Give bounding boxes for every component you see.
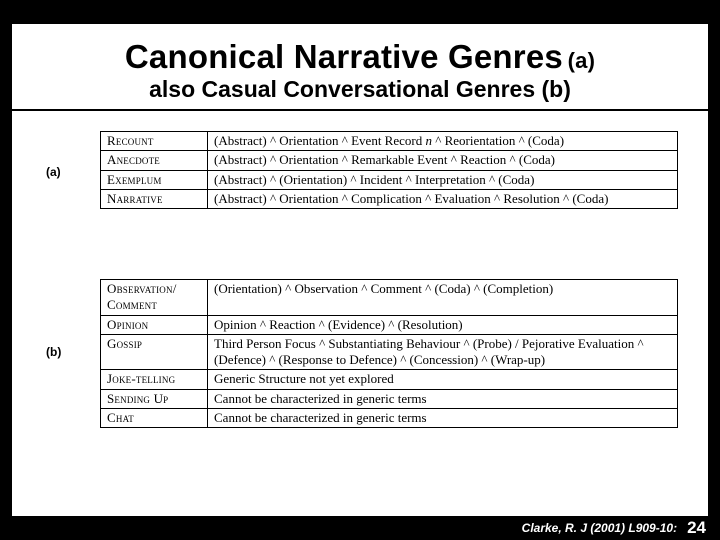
- genre-structure: (Abstract) ^ Orientation ^ Complication …: [208, 189, 678, 208]
- table-row: ChatCannot be characterized in generic t…: [101, 408, 678, 427]
- table-a: Recount(Abstract) ^ Orientation ^ Event …: [100, 131, 678, 209]
- table-b: Observation/ Comment(Orientation) ^ Obse…: [100, 279, 678, 428]
- genre-structure: Generic Structure not yet explored: [208, 370, 678, 389]
- genre-structure: (Abstract) ^ Orientation ^ Event Record …: [208, 132, 678, 151]
- label-b: (b): [46, 345, 61, 359]
- genre-name: Joke-telling: [101, 370, 208, 389]
- genre-name: Recount: [101, 132, 208, 151]
- genre-name: Sending Up: [101, 389, 208, 408]
- body-area: (a) Recount(Abstract) ^ Orientation ^ Ev…: [12, 111, 708, 501]
- table-row: Narrative(Abstract) ^ Orientation ^ Comp…: [101, 189, 678, 208]
- genre-structure: (Abstract) ^ (Orientation) ^ Incident ^ …: [208, 170, 678, 189]
- footer-citation: Clarke, R. J (2001) L909-10:: [522, 521, 677, 535]
- genre-structure: (Abstract) ^ Orientation ^ Remarkable Ev…: [208, 151, 678, 170]
- title-block: Canonical Narrative Genres (a) also Casu…: [12, 24, 708, 111]
- table-row: OpinionOpinion ^ Reaction ^ (Evidence) ^…: [101, 315, 678, 334]
- genre-name: Exemplum: [101, 170, 208, 189]
- genre-name: Narrative: [101, 189, 208, 208]
- table-row: Observation/ Comment(Orientation) ^ Obse…: [101, 280, 678, 316]
- table-row: GossipThird Person Focus ^ Substantiatin…: [101, 334, 678, 370]
- genre-name: Observation/ Comment: [101, 280, 208, 316]
- genre-structure: Third Person Focus ^ Substantiating Beha…: [208, 334, 678, 370]
- genre-name: Anecdote: [101, 151, 208, 170]
- genre-structure: Cannot be characterized in generic terms: [208, 389, 678, 408]
- genre-structure: Cannot be characterized in generic terms: [208, 408, 678, 427]
- genre-structure: Opinion ^ Reaction ^ (Evidence) ^ (Resol…: [208, 315, 678, 334]
- title-sub: also Casual Conversational Genres (b): [12, 76, 708, 103]
- footer-page-number: 24: [687, 518, 706, 538]
- label-a: (a): [46, 165, 61, 179]
- genre-name: Chat: [101, 408, 208, 427]
- genre-name: Gossip: [101, 334, 208, 370]
- genre-name: Opinion: [101, 315, 208, 334]
- title-main-text: Canonical Narrative Genres: [125, 38, 563, 75]
- table-row: Joke-tellingGeneric Structure not yet ex…: [101, 370, 678, 389]
- genre-structure: (Orientation) ^ Observation ^ Comment ^ …: [208, 280, 678, 316]
- slide: Canonical Narrative Genres (a) also Casu…: [12, 24, 708, 516]
- title-main-suffix: (a): [568, 48, 596, 73]
- footer: Clarke, R. J (2001) L909-10: 24: [0, 516, 720, 540]
- table-row: Sending UpCannot be characterized in gen…: [101, 389, 678, 408]
- table-row: Exemplum(Abstract) ^ (Orientation) ^ Inc…: [101, 170, 678, 189]
- title-main: Canonical Narrative Genres (a): [12, 38, 708, 76]
- table-row: Anecdote(Abstract) ^ Orientation ^ Remar…: [101, 151, 678, 170]
- table-row: Recount(Abstract) ^ Orientation ^ Event …: [101, 132, 678, 151]
